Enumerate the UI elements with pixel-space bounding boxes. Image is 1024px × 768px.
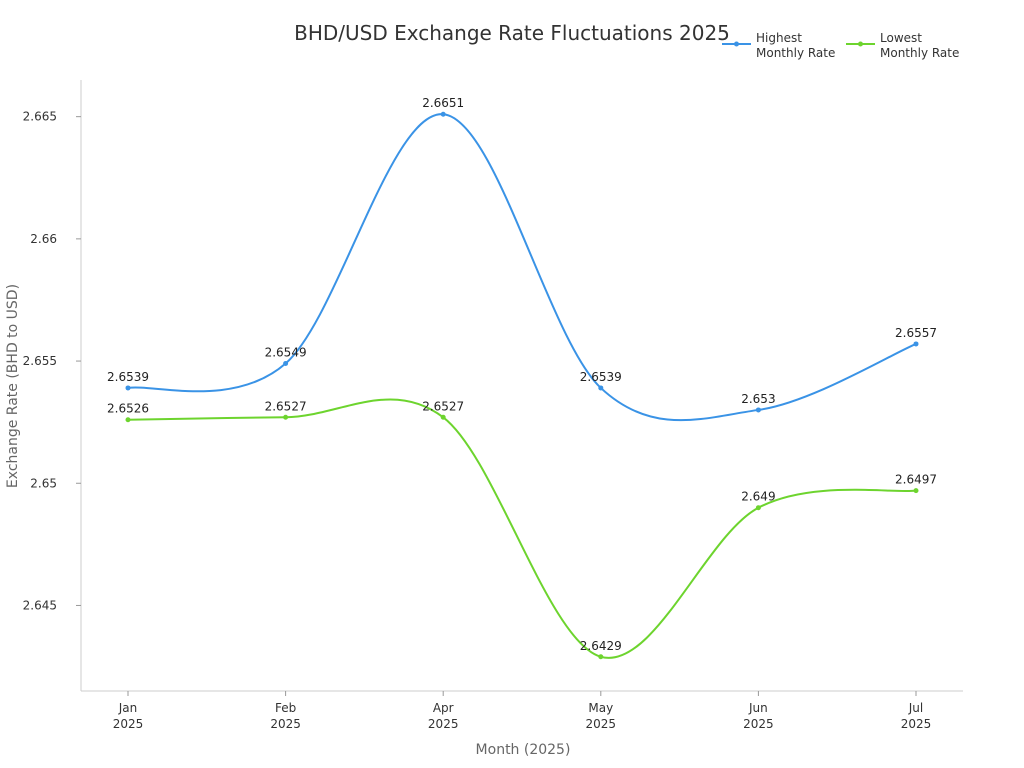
y-axis-label: Exchange Rate (BHD to USD) (5, 284, 21, 488)
y-tick-label: 2.66 (30, 232, 57, 246)
data-point (125, 385, 131, 391)
legend-label: Monthly Rate (880, 46, 959, 60)
data-point (440, 111, 446, 117)
data-label: 2.6651 (422, 96, 464, 110)
legend-marker-0 (734, 41, 739, 47)
x-tick-label: Jul (908, 701, 923, 715)
data-label: 2.6527 (265, 399, 307, 413)
x-tick-label-year: 2025 (270, 717, 301, 731)
series-line-0 (127, 113, 917, 422)
data-point (283, 414, 289, 420)
x-tick-label: Jun (748, 701, 768, 715)
data-label: 2.6526 (107, 402, 149, 416)
x-tick-label-year: 2025 (901, 717, 932, 731)
data-label: 2.6539 (107, 370, 149, 384)
data-point (755, 407, 761, 413)
chart-title: BHD/USD Exchange Rate Fluctuations 2025 (294, 21, 730, 45)
data-label: 2.6497 (895, 473, 937, 487)
x-tick-label-year: 2025 (586, 717, 617, 731)
x-tick-label: Apr (433, 701, 454, 715)
y-tick-label: 2.665 (23, 110, 57, 124)
data-point (125, 417, 131, 423)
x-tick-label: Feb (275, 701, 296, 715)
data-label: 2.653 (741, 392, 775, 406)
x-tick-label-year: 2025 (113, 717, 144, 731)
data-label: 2.649 (741, 490, 775, 504)
data-point (598, 385, 604, 391)
data-label: 2.6549 (265, 346, 307, 360)
data-point (598, 654, 604, 660)
data-point (440, 414, 446, 420)
x-axis-label: Month (2025) (476, 742, 571, 758)
data-point (913, 341, 919, 347)
y-tick-label: 2.65 (30, 476, 57, 490)
data-label: 2.6429 (580, 639, 622, 653)
data-label: 2.6557 (895, 326, 937, 340)
y-tick-label: 2.655 (23, 354, 57, 368)
data-point (913, 488, 919, 494)
legend-label: Highest (756, 31, 802, 45)
data-label: 2.6539 (580, 370, 622, 384)
data-point (755, 505, 761, 511)
data-point (283, 361, 289, 367)
data-label: 2.6527 (422, 399, 464, 413)
legend-marker-1 (858, 41, 863, 47)
x-tick-label: Jan (118, 701, 138, 715)
x-tick-label-year: 2025 (428, 717, 459, 731)
y-tick-label: 2.645 (23, 598, 57, 612)
legend-label: Lowest (880, 31, 922, 45)
legend-label: Monthly Rate (756, 46, 835, 60)
series-line-1 (127, 398, 917, 659)
x-tick-label: May (588, 701, 613, 715)
x-tick-label-year: 2025 (743, 717, 774, 731)
